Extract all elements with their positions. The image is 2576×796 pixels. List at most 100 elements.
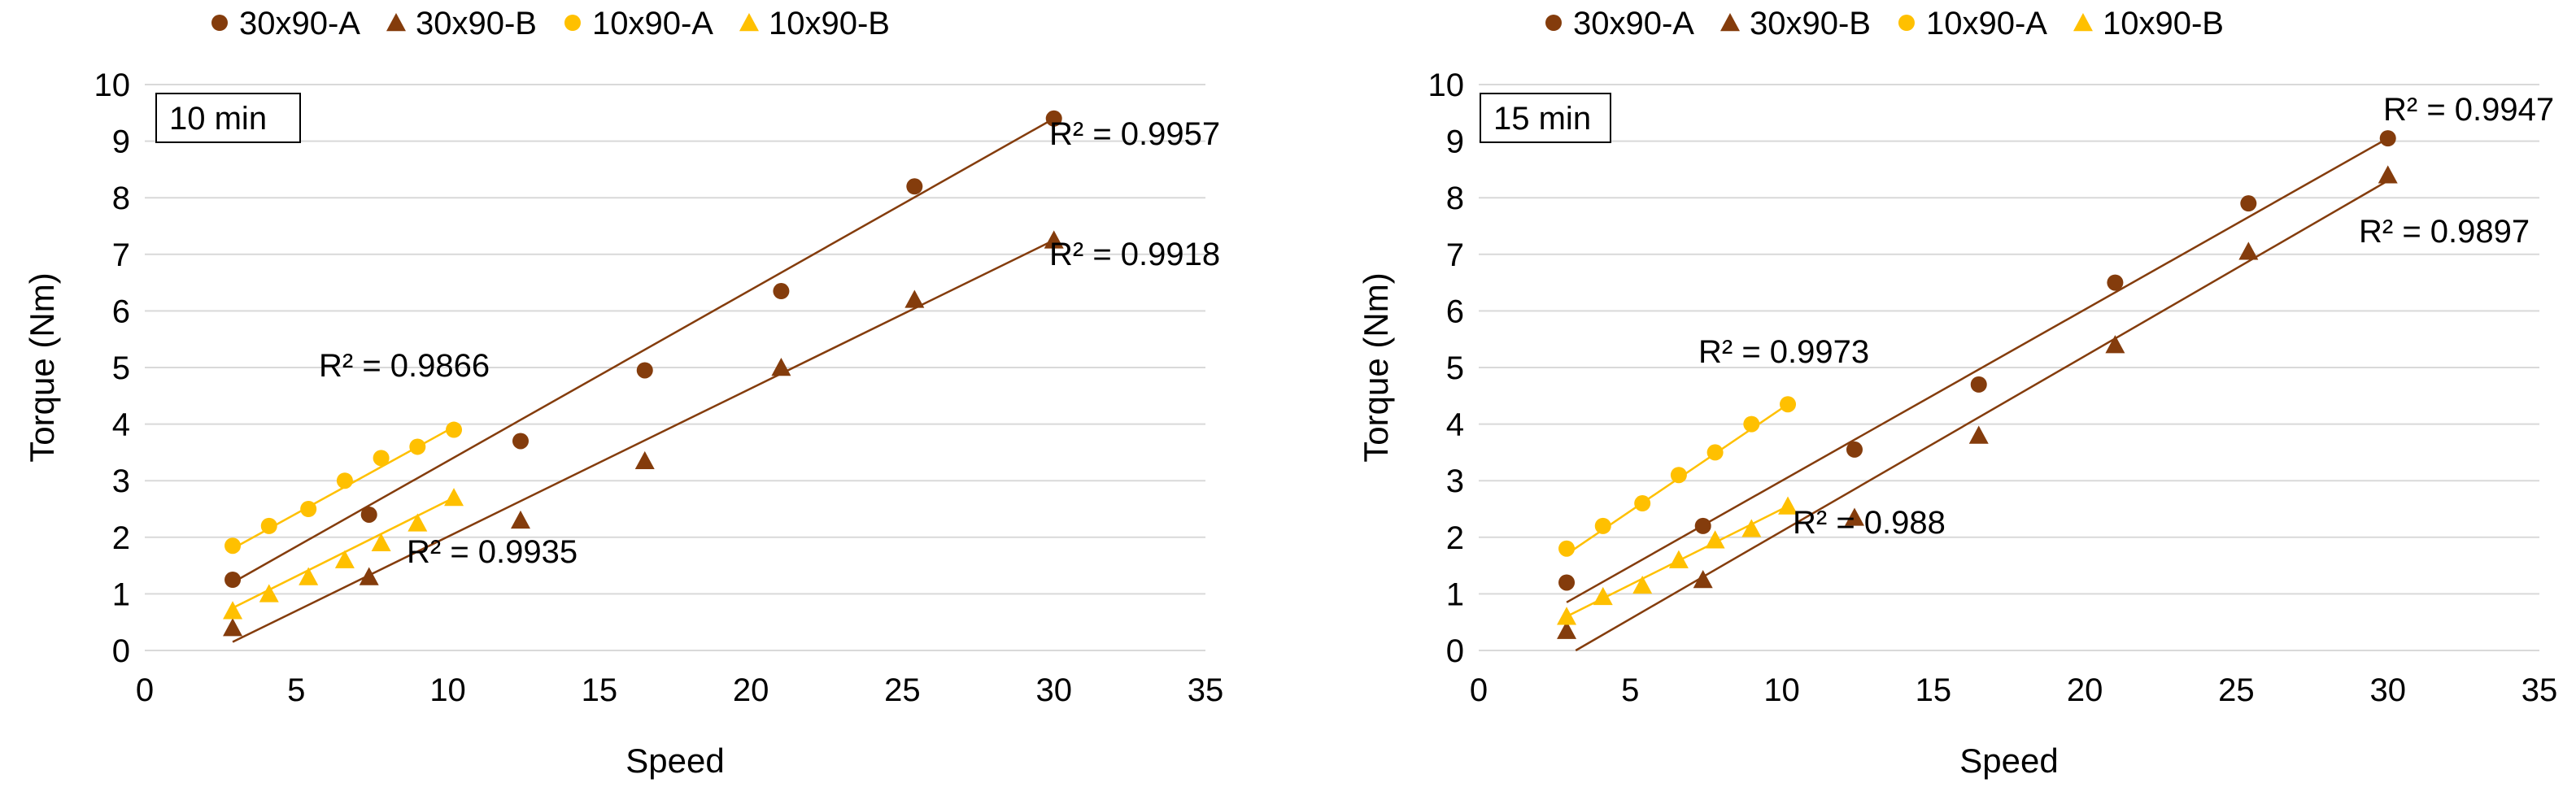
x-tick-label: 0 <box>1470 672 1488 708</box>
x-tick-label: 30 <box>2369 672 2406 708</box>
data-point <box>510 510 530 529</box>
data-point <box>1846 441 1863 458</box>
legend-item-10x90-a: 10x90-A <box>1898 6 2047 41</box>
data-point <box>1968 425 1989 444</box>
data-point <box>336 472 353 489</box>
legend-marker <box>1898 15 1915 31</box>
y-tick-label: 8 <box>112 181 130 216</box>
r-squared-label: R² = 0.9897 <box>2359 214 2530 250</box>
legend: 30x90-A 30x90-B 10x90-A 10x90-B <box>211 6 890 41</box>
x-tick-label: 25 <box>884 672 921 708</box>
series-30x90-b: R² = 0.9918 <box>223 230 1220 643</box>
data-point <box>259 584 279 602</box>
series-10x90-a: R² = 0.9973 <box>1558 334 1869 557</box>
legend-label: 10x90-B <box>2103 6 2224 41</box>
legend-item-10x90-b: 10x90-B <box>2073 6 2224 41</box>
r-squared-label: R² = 0.9935 <box>407 534 578 570</box>
y-tick-label: 5 <box>1446 350 1464 386</box>
legend-item-30x90-a: 30x90-A <box>211 6 360 41</box>
data-point <box>1670 467 1687 484</box>
legend-marker <box>1545 15 1562 31</box>
x-tick-label: 35 <box>1188 672 1224 708</box>
y-tick-label: 2 <box>112 520 130 556</box>
x-tick-label: 5 <box>287 672 305 708</box>
data-point <box>1706 444 1724 461</box>
data-point <box>1634 495 1651 512</box>
data-point <box>771 358 791 376</box>
y-tick-label: 6 <box>112 294 130 329</box>
x-tick-label: 10 <box>429 672 466 708</box>
y-tick-label: 3 <box>1446 463 1464 499</box>
legend-marker <box>2073 13 2093 32</box>
data-point <box>636 362 653 379</box>
r-squared-label: R² = 0.9957 <box>1049 116 1220 152</box>
data-point <box>1668 550 1689 568</box>
panel-label: 10 min <box>169 101 267 137</box>
data-point <box>2378 165 2398 184</box>
legend-label: 10x90-B <box>769 6 890 41</box>
x-tick-label: 15 <box>582 672 618 708</box>
legend: 30x90-A 30x90-B 10x90-A 10x90-B <box>1545 6 2224 41</box>
data-point <box>906 178 923 195</box>
legend-label: 30x90-B <box>416 6 537 41</box>
y-tick-label: 3 <box>112 463 130 499</box>
legend-label: 30x90-A <box>239 6 360 41</box>
x-tick-label: 30 <box>1035 672 1072 708</box>
x-tick-label: 20 <box>2067 672 2103 708</box>
data-point <box>446 421 463 438</box>
trendline <box>232 117 1055 584</box>
r-squared-label: R² = 0.988 <box>1793 505 1946 541</box>
series-30x90-a: R² = 0.9957 <box>224 110 1220 588</box>
trendline <box>1566 137 2389 603</box>
data-point <box>904 289 925 308</box>
legend-item-30x90-b: 30x90-B <box>1720 6 1871 41</box>
data-point <box>1743 415 1760 433</box>
chart-panel-10min: 0 1 2 3 4 5 6 7 8 9 10 0 5 10 15 20 25 30 35 Speed Torque (N… <box>23 6 1223 780</box>
y-tick-label: 0 <box>1446 633 1464 669</box>
y-axis-title: Torque (Nm) <box>23 272 61 462</box>
legend-label: 30x90-A <box>1573 6 1694 41</box>
y-tick-label: 9 <box>112 124 130 160</box>
legend-marker <box>386 13 406 32</box>
x-tick-label: 10 <box>1763 672 1800 708</box>
y-tick-label: 1 <box>1446 576 1464 612</box>
data-point <box>224 572 242 588</box>
legend-marker <box>564 15 581 31</box>
data-point <box>299 567 319 585</box>
data-point <box>1741 519 1762 537</box>
data-point <box>1970 376 1987 393</box>
gridlines <box>145 84 1205 595</box>
panel-label-box <box>155 93 301 143</box>
data-point <box>1705 530 1725 549</box>
panel-label: 15 min <box>1493 101 1591 137</box>
series-10x90-b: R² = 0.988 <box>1557 496 1946 625</box>
panel-label-box <box>1480 93 1611 143</box>
series-10x90-a: R² = 0.9866 <box>224 348 490 555</box>
data-point <box>224 537 242 555</box>
data-point <box>634 450 655 470</box>
trendline <box>232 239 1055 643</box>
data-point <box>1558 574 1576 591</box>
data-point <box>371 533 391 551</box>
y-tick-label: 5 <box>112 350 130 386</box>
series-30x90-b: R² = 0.9897 <box>1557 165 2530 652</box>
data-point <box>300 501 317 517</box>
legend-item-10x90-a: 10x90-A <box>564 6 713 41</box>
data-point <box>408 513 428 532</box>
x-axis-title: Speed <box>625 742 724 780</box>
legend-marker <box>211 15 228 31</box>
data-point <box>1844 507 1864 526</box>
y-tick-label: 1 <box>112 576 130 612</box>
y-tick-label: 2 <box>1446 520 1464 556</box>
x-tick-label: 15 <box>1916 672 1952 708</box>
data-point <box>1558 540 1576 557</box>
x-tick-label: 0 <box>136 672 154 708</box>
gridlines <box>1479 84 2539 595</box>
y-tick-label: 4 <box>1446 407 1464 443</box>
y-tick-label: 7 <box>112 237 130 273</box>
y-tick-label: 6 <box>1446 294 1464 329</box>
legend-label: 10x90-A <box>592 6 713 41</box>
data-point <box>1557 620 1577 639</box>
